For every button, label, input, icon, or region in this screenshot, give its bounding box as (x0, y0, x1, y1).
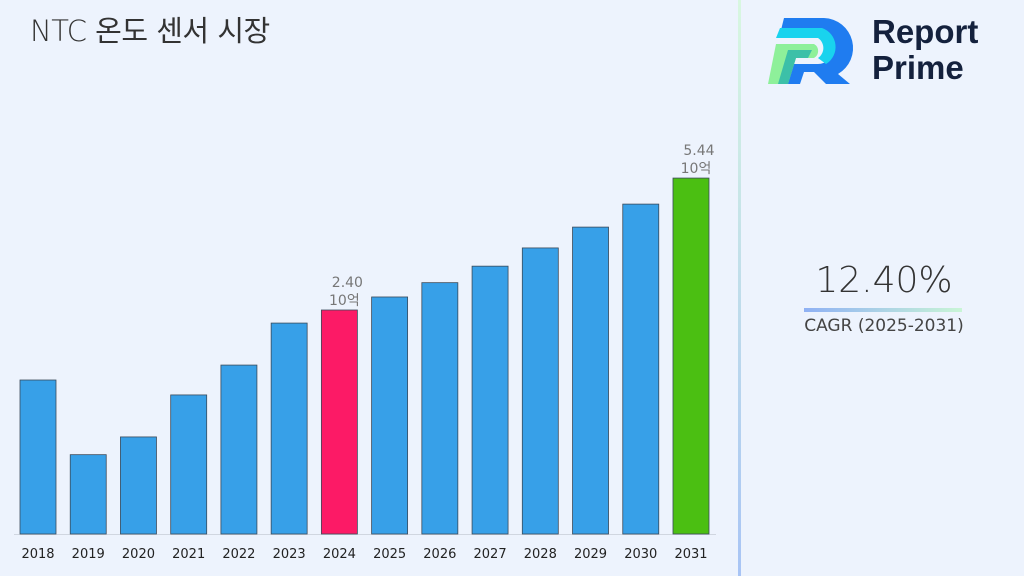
bar-2028 (521, 247, 559, 535)
x-tick-label: 2029 (574, 547, 607, 562)
report-prime-logo-icon (768, 18, 854, 84)
cagr-value: 12.40% (815, 260, 953, 301)
x-tick-label: 2030 (624, 547, 657, 562)
x-tick-label: 2028 (524, 547, 557, 562)
bar-2024 (320, 309, 358, 535)
x-tick-label: 2020 (122, 547, 155, 562)
data-label-value: 5.44 (683, 143, 714, 159)
x-tick-label: 2018 (21, 547, 54, 562)
bar-2023 (270, 322, 308, 535)
data-label-unit: 10억 (681, 161, 712, 177)
x-tick-label: 2024 (323, 547, 356, 562)
x-tick-label: 2027 (474, 547, 507, 562)
data-label-value: 2.40 (332, 275, 363, 291)
bar-2030 (622, 203, 660, 535)
bar-2022 (220, 364, 258, 535)
bar-2018 (19, 379, 57, 535)
cagr-underline (804, 308, 962, 312)
bar-2029 (572, 226, 609, 535)
chart-title: NTC 온도 센서 시장 (30, 14, 270, 48)
x-tick-label: 2025 (373, 547, 406, 562)
vertical-divider (738, 0, 741, 576)
x-tick-label: 2026 (423, 547, 456, 562)
x-tick-label: 2022 (222, 547, 255, 562)
bar-2019 (69, 454, 107, 535)
bar-2021 (170, 394, 208, 535)
bar-2026 (421, 282, 459, 535)
x-tick-label: 2021 (172, 547, 205, 562)
brand-name: Report Prime (872, 14, 978, 86)
x-tick-label: 2019 (72, 547, 105, 562)
bar-2020 (120, 436, 157, 535)
x-tick-label: 2031 (674, 547, 707, 562)
brand-line2: Prime (872, 49, 964, 86)
bar-2025 (371, 296, 409, 535)
cagr-label: CAGR (2025-2031) (804, 316, 964, 336)
bar-chart: 2018 2019 2020 2021 2022 2023 2024 2.40 10억 2025 2… (14, 143, 716, 562)
x-tick-label: 2023 (273, 547, 306, 562)
bar-2027 (471, 265, 509, 535)
data-label-unit: 10억 (329, 293, 360, 309)
brand-line1: Report (872, 13, 979, 50)
bar-2031 (672, 177, 710, 535)
